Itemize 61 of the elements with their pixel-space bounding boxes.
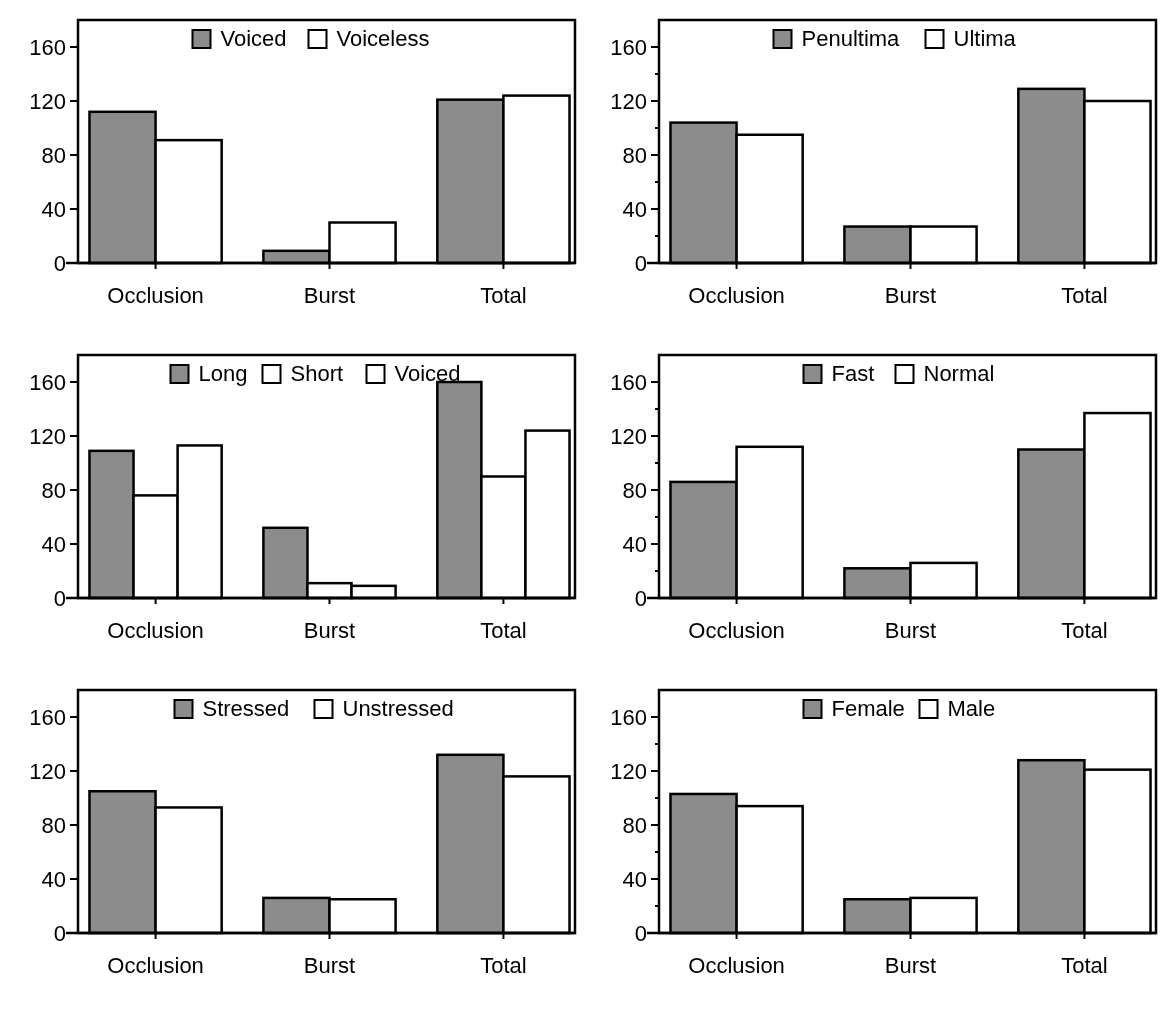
y-tick-label: 80	[41, 142, 66, 168]
x-tick-label: Total	[480, 618, 527, 643]
y-tick-label: 160	[29, 369, 66, 395]
y-tick-label: 120	[610, 758, 647, 784]
y-tick-label: 0	[634, 250, 647, 276]
y-tick-label: 0	[53, 585, 66, 611]
y-tick-label: 0	[53, 920, 66, 946]
legend-label: Ultima	[953, 26, 1017, 51]
x-tick-label: Burst	[884, 953, 937, 978]
y-tick-label: 40	[622, 196, 647, 222]
x-tick-label: Total	[480, 283, 527, 308]
x-tick-label: Burst	[303, 618, 356, 643]
x-tick-label: Occlusion	[688, 953, 785, 978]
y-tick-label: 120	[29, 88, 66, 114]
y-tick-label: 120	[610, 88, 647, 114]
x-tick-label: Total	[480, 953, 527, 978]
y-tick-label: 160	[29, 704, 66, 730]
y-tick-label: 80	[41, 477, 66, 503]
legend-label: Long	[198, 361, 248, 386]
x-tick-label: Occlusion	[107, 283, 204, 308]
legend-label: Short	[290, 361, 344, 386]
legend-label: Penultima	[801, 26, 901, 51]
y-tick-label: 0	[634, 920, 647, 946]
x-tick-label: Occlusion	[688, 618, 785, 643]
x-tick-label: Occlusion	[107, 618, 204, 643]
y-tick-label: 40	[41, 866, 66, 892]
legend-label: Unstressed	[342, 696, 454, 721]
x-tick-label: Burst	[884, 283, 937, 308]
x-tick-label: Burst	[884, 618, 937, 643]
x-tick-label: Total	[1061, 283, 1108, 308]
y-tick-label: 160	[610, 369, 647, 395]
legend-label: Female	[831, 696, 905, 721]
y-tick-label: 120	[610, 423, 647, 449]
y-tick-label: 40	[41, 531, 66, 557]
x-tick-label: Total	[1061, 953, 1108, 978]
y-tick-label: 80	[622, 477, 647, 503]
legend-label: Stressed	[202, 696, 290, 721]
y-tick-label: 160	[610, 704, 647, 730]
legend-label: Voiceless	[336, 26, 430, 51]
y-tick-label: 40	[41, 196, 66, 222]
y-tick-label: 0	[634, 585, 647, 611]
x-tick-label: Occlusion	[688, 283, 785, 308]
y-tick-label: 80	[622, 142, 647, 168]
legend-label: Normal	[923, 361, 995, 386]
legend-label: Male	[947, 696, 996, 721]
y-tick-label: 80	[622, 812, 647, 838]
y-tick-label: 120	[29, 758, 66, 784]
legend-label: Voiced	[220, 26, 287, 51]
legend-label: Voiced	[394, 361, 461, 386]
y-tick-label: 80	[41, 812, 66, 838]
x-tick-label: Burst	[303, 953, 356, 978]
y-tick-label: 160	[29, 34, 66, 60]
y-tick-label: 160	[610, 34, 647, 60]
x-tick-label: Total	[1061, 618, 1108, 643]
y-tick-label: 120	[29, 423, 66, 449]
x-tick-label: Occlusion	[107, 953, 204, 978]
y-tick-label: 40	[622, 531, 647, 557]
legend-label: Fast	[831, 361, 875, 386]
x-tick-label: Burst	[303, 283, 356, 308]
y-tick-label: 40	[622, 866, 647, 892]
y-tick-label: 0	[53, 250, 66, 276]
